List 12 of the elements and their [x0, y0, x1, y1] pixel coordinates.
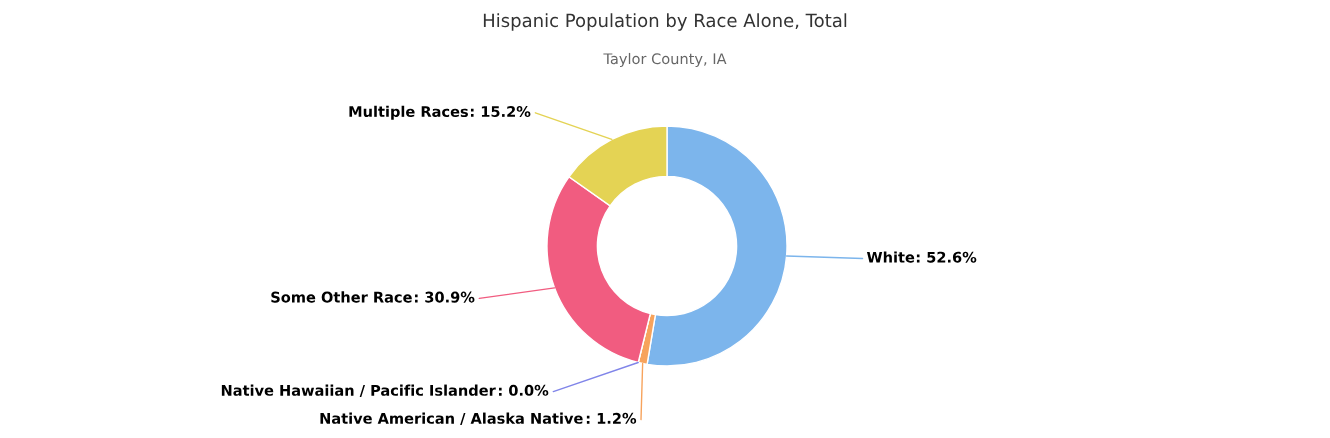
data-label: : 15.2%	[470, 106, 531, 118]
slice-label: Native American / Alaska Native	[320, 412, 583, 425]
chart-title: Hispanic Population by Race Alone, Total	[483, 13, 847, 31]
chart-subtitle: Taylor County, IA	[603, 52, 727, 68]
category-label: Native Hawaiian / Pacific Islander	[221, 384, 496, 397]
slice-label: Some Other Race	[271, 291, 412, 303]
data-label: : 1.2%	[586, 412, 637, 424]
slice-label: Multiple Races	[349, 105, 468, 120]
text: : 0.0%	[499, 384, 549, 396]
slice-label: White	[866, 251, 915, 263]
data-label: : 52.6%	[916, 251, 977, 263]
data-label: : 30.9%	[415, 291, 475, 303]
